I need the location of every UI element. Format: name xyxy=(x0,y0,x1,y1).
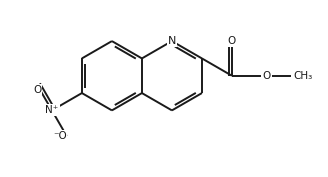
Text: O: O xyxy=(262,71,271,81)
Text: O: O xyxy=(228,36,236,46)
Text: N⁺: N⁺ xyxy=(45,105,58,115)
Text: ⁻O: ⁻O xyxy=(53,131,67,141)
Text: O: O xyxy=(33,85,41,95)
Text: CH₃: CH₃ xyxy=(294,71,313,81)
Text: N: N xyxy=(168,36,176,46)
